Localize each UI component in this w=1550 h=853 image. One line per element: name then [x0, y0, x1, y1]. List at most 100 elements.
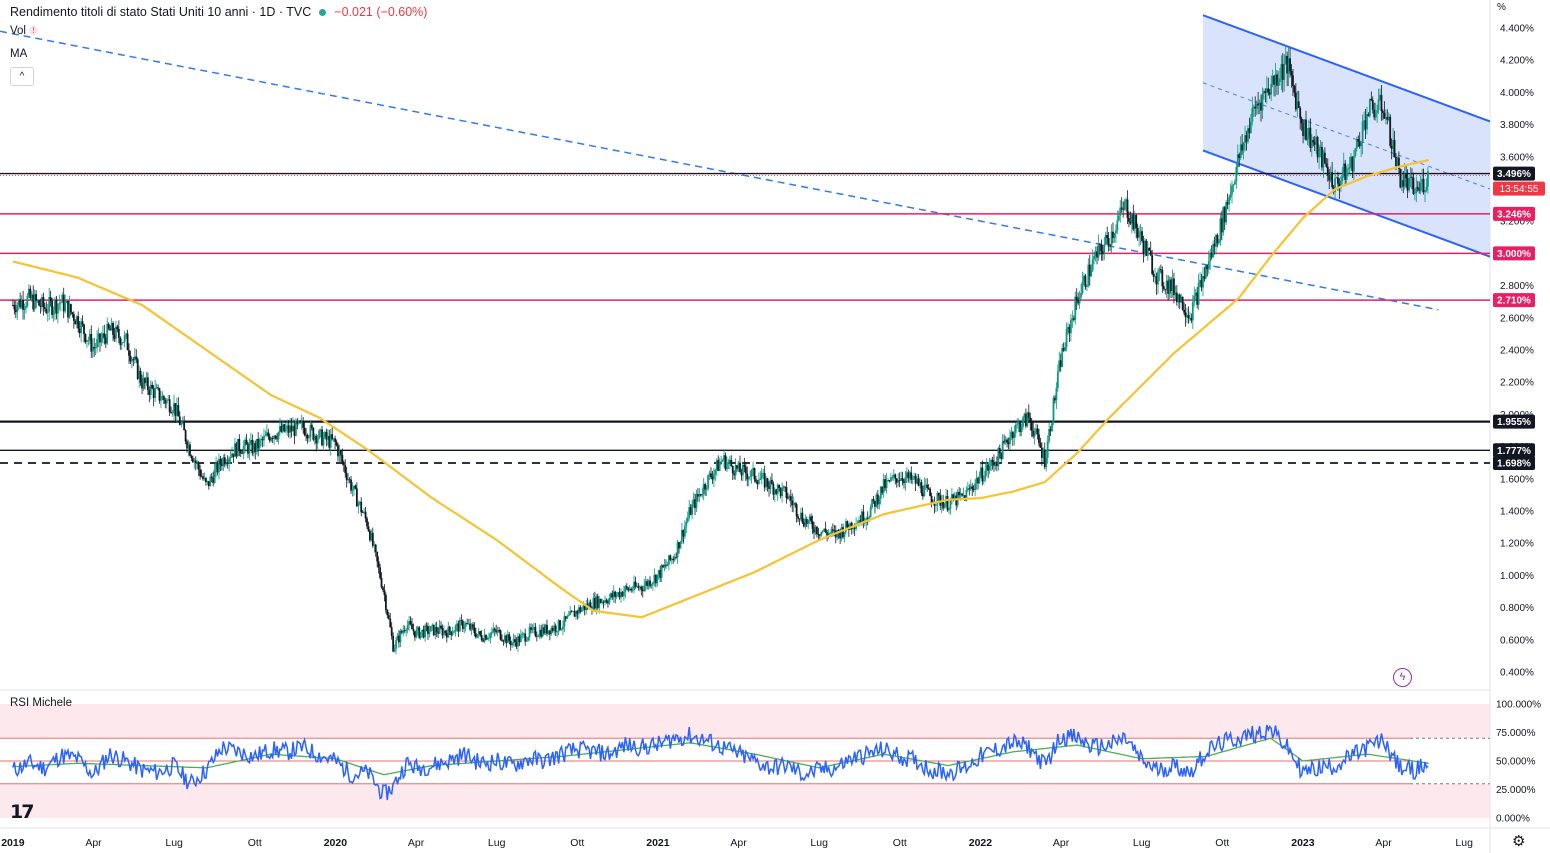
- candle-body: [756, 481, 759, 485]
- x-tick-label: Lug: [1133, 837, 1151, 849]
- candle-body: [868, 517, 871, 520]
- candle-body: [1189, 317, 1191, 319]
- candle-body: [59, 302, 62, 304]
- x-tick-label: Ott: [1215, 837, 1229, 849]
- candle-body: [62, 294, 65, 312]
- candle-body: [772, 483, 775, 495]
- candle-body: [821, 531, 824, 533]
- candle-body: [1283, 63, 1286, 80]
- candle-body: [769, 479, 772, 489]
- collapse-legend-button[interactable]: ^: [10, 67, 34, 86]
- y-tick-label: 4.000%: [1500, 88, 1534, 99]
- candle-body: [984, 470, 987, 480]
- candle-body: [1128, 217, 1130, 222]
- candle-body: [609, 593, 612, 598]
- candle-body: [1273, 75, 1275, 85]
- candle-body: [203, 477, 206, 480]
- candle-body: [302, 421, 305, 428]
- candle-body: [760, 473, 763, 479]
- candle-body: [961, 493, 963, 496]
- candle-body: [299, 420, 302, 423]
- candle-body: [588, 602, 590, 608]
- candle-body: [68, 304, 71, 318]
- x-tick-label: Ott: [893, 837, 907, 849]
- market-status-icon: [319, 8, 327, 16]
- candle-body: [1232, 184, 1235, 186]
- candle-body: [1161, 269, 1164, 287]
- indicator-ma[interactable]: MA: [10, 48, 28, 60]
- y-tick-label: 2.800%: [1500, 281, 1534, 292]
- warning-icon[interactable]: !: [29, 26, 38, 36]
- candle-body: [493, 628, 496, 631]
- candle-body: [445, 633, 448, 638]
- candle-body: [750, 470, 753, 477]
- candle-body: [168, 399, 171, 413]
- candle-body: [993, 462, 995, 466]
- candle-body: [106, 323, 109, 344]
- candle-body: [265, 432, 268, 436]
- candle-body: [1294, 92, 1297, 110]
- candle-body: [1046, 441, 1049, 458]
- candle-body: [1351, 156, 1354, 172]
- candle-body: [170, 412, 172, 413]
- candle-body: [90, 333, 93, 352]
- candle-body: [1252, 106, 1255, 108]
- candle-body: [142, 378, 145, 389]
- candle-body: [878, 498, 881, 505]
- candle-body: [123, 335, 126, 343]
- candle-body: [1059, 360, 1062, 367]
- candle-body: [721, 460, 724, 462]
- candle-body: [778, 484, 781, 488]
- candle-body: [1130, 214, 1133, 224]
- candle-body: [908, 472, 911, 479]
- y-tick-label: 2.400%: [1500, 346, 1534, 357]
- candle-body: [30, 294, 33, 299]
- candle-body: [1149, 250, 1152, 256]
- candle-body: [968, 488, 971, 490]
- candle-body: [1358, 141, 1361, 147]
- candle-body: [469, 623, 471, 630]
- symbol-title[interactable]: Rendimento titoli di stato Stati Uniti 1…: [10, 5, 312, 19]
- candle-body: [1400, 180, 1403, 188]
- candle-body: [962, 495, 965, 496]
- candle-body: [1215, 234, 1217, 247]
- candle-body: [67, 300, 69, 318]
- candle-body: [1010, 431, 1013, 438]
- gear-icon[interactable]: ⚙: [1512, 833, 1526, 850]
- candle-body: [402, 630, 405, 633]
- candle-body: [998, 448, 1001, 454]
- candle-body: [400, 630, 403, 633]
- candle-body: [887, 479, 889, 481]
- lightning-icon[interactable]: ϟ: [1393, 668, 1412, 687]
- candle-body: [1268, 92, 1271, 95]
- dashed-trendline[interactable]: [0, 30, 1439, 311]
- candle-body: [1316, 137, 1319, 158]
- rsi-tick-label: 25.000%: [1496, 785, 1536, 796]
- candle-body: [1226, 202, 1229, 205]
- horizontal-levels[interactable]: [0, 172, 1490, 464]
- candle-body: [1004, 439, 1007, 443]
- candle-body: [1213, 243, 1216, 247]
- candle-body: [1287, 58, 1290, 74]
- candle-body: [643, 585, 646, 592]
- rsi-title[interactable]: RSI Michele: [10, 697, 72, 709]
- candle-body: [923, 485, 926, 497]
- tradingview-logo-icon[interactable]: 17: [10, 801, 34, 823]
- candle-body: [694, 499, 696, 509]
- candle-body: [1062, 348, 1065, 351]
- x-tick-label: Lug: [488, 837, 506, 849]
- candle-body: [376, 551, 379, 562]
- candle-body: [1335, 177, 1338, 179]
- candle-body: [406, 625, 409, 630]
- candle-body: [988, 465, 991, 471]
- candle-body: [948, 508, 950, 511]
- candle-body: [209, 476, 212, 487]
- x-tick-label: 2020: [324, 837, 348, 849]
- indicator-vol[interactable]: Vol!: [10, 25, 38, 37]
- candle-body: [638, 586, 641, 589]
- candle-body: [393, 648, 396, 652]
- candle-body: [467, 623, 470, 625]
- candle-body: [412, 629, 415, 632]
- candle-body: [91, 346, 94, 352]
